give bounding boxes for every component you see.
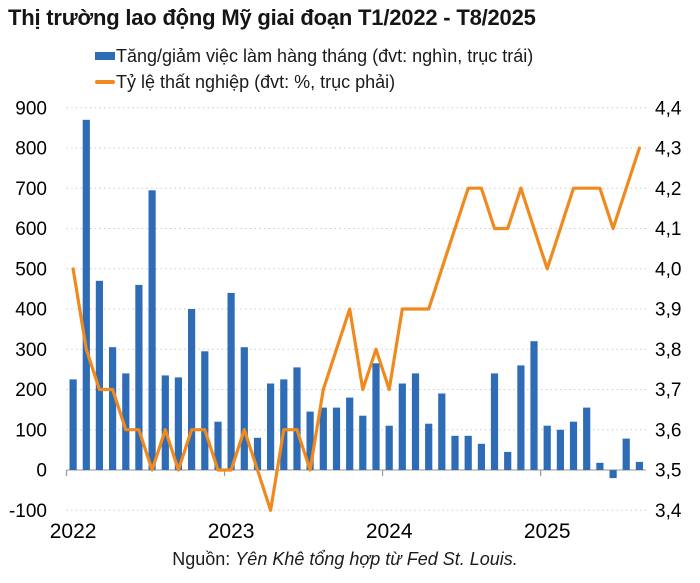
right-axis-tick-label: 4,1	[655, 219, 681, 240]
left-axis-tick-label: 200	[15, 380, 47, 401]
unemployment-rate-line	[71, 146, 642, 512]
left-axis-tick-label: 900	[15, 98, 47, 119]
year-tick-marks	[65, 470, 542, 476]
bar-T8/2024	[477, 443, 485, 470]
bar-T1/2023	[227, 292, 235, 470]
bar-T1/2025	[543, 425, 551, 470]
bar-T8/2025	[635, 461, 643, 470]
left-axis-labels: 900 800 700 600 500 400 300 200 100 0 -100	[9, 98, 47, 522]
right-axis-tick-label: 4,2	[655, 179, 681, 200]
bar-T9/2024	[490, 373, 499, 470]
bar-T9/2022	[174, 377, 182, 470]
bar-T6/2022	[135, 284, 143, 471]
bar-T6/2025	[609, 470, 617, 479]
bar-T3/2025	[569, 421, 578, 470]
line-series-marker-icon	[95, 80, 115, 84]
bar-T10/2024	[504, 451, 512, 470]
x-axis-year-label: 2022	[50, 520, 97, 543]
bar-T12/2024	[530, 341, 538, 470]
bar-T3/2023	[253, 437, 262, 470]
right-axis-tick-label: 3,8	[655, 340, 681, 361]
right-axis-tick-label: 3,4	[655, 501, 682, 522]
bar-T8/2022	[161, 375, 169, 470]
bar-T4/2023	[267, 383, 275, 470]
left-axis-tick-label: 0	[36, 461, 47, 482]
right-axis-labels: 4,4 4,3 4,2 4,1 4,0 3,9 3,8 3,7 3,6 3,5 3,4	[655, 98, 682, 522]
right-axis-tick-label: 4,3	[655, 139, 681, 160]
bar-T4/2025	[583, 407, 591, 470]
bar-T7/2023	[306, 411, 314, 470]
bar-T10/2023	[346, 397, 354, 471]
chart-title: Thị trường lao động Mỹ giai đoạn T1/2022…	[8, 5, 536, 30]
source-text: Yên Khê tổng hợp từ Fed St. Louis.	[235, 549, 518, 569]
legend-item-jobs: Tăng/giảm việc làm hàng tháng (đvt: nghì…	[95, 43, 533, 69]
bar-T12/2022	[214, 421, 222, 470]
x-axis-labels: 2022 2023 2024 2025	[50, 520, 571, 543]
bar-T6/2024	[451, 435, 459, 470]
bar-T3/2022	[95, 280, 103, 470]
right-axis-tick-label: 3,5	[655, 461, 681, 482]
bars-monthly-job-change	[69, 119, 643, 479]
right-axis-tick-label: 4,4	[655, 98, 682, 119]
bar-T7/2022	[148, 190, 156, 471]
bar-T8/2023	[319, 407, 327, 470]
bar-series-marker-icon	[95, 52, 115, 60]
bar-T5/2024	[438, 393, 446, 470]
bar-T11/2022	[201, 351, 209, 470]
bar-T7/2025	[622, 438, 630, 470]
right-axis-tick-label: 3,9	[655, 300, 681, 321]
bar-T2/2025	[556, 429, 564, 471]
left-axis-tick-label: 700	[15, 179, 47, 200]
bar-T4/2024	[425, 423, 433, 470]
bar-T2/2022	[82, 119, 90, 471]
bar-T3/2024	[411, 373, 420, 470]
x-axis-year-label: 2025	[524, 520, 571, 543]
bar-T6/2023	[293, 367, 301, 470]
bar-T4/2022	[109, 347, 117, 470]
bar-T2/2023	[240, 347, 248, 470]
bar-T1/2022	[69, 379, 77, 470]
bar-T2/2024	[398, 383, 406, 470]
right-axis-tick-label: 3,6	[655, 420, 681, 441]
bar-T9/2023	[332, 407, 341, 470]
bar-T11/2024	[517, 365, 525, 471]
x-axis-year-label: 2023	[208, 520, 255, 543]
left-axis-tick-label: 500	[15, 259, 47, 280]
bar-T12/2023	[372, 363, 380, 470]
bar-T5/2023	[280, 379, 288, 470]
left-axis-tick-label: 600	[15, 219, 47, 240]
bar-T10/2022	[188, 309, 196, 470]
bar-T5/2022	[122, 373, 130, 470]
legend-item-jobs-label: Tăng/giảm việc làm hàng tháng (đvt: nghì…	[116, 45, 534, 66]
legend: Tăng/giảm việc làm hàng tháng (đvt: nghì…	[95, 43, 533, 95]
left-axis-tick-label: 800	[15, 139, 47, 160]
source-prefix: Nguồn:	[172, 549, 231, 569]
left-axis-tick-label: 100	[15, 420, 47, 441]
bar-T7/2024	[464, 435, 472, 470]
bar-T5/2025	[596, 462, 604, 470]
left-axis-tick-label: 300	[15, 340, 47, 361]
legend-item-unemployment: Tỷ lệ thất nghiệp (đvt: %, trục phải)	[95, 69, 533, 95]
source-note: Nguồn: Yên Khê tổng hợp từ Fed St. Louis…	[0, 549, 700, 570]
bar-T11/2023	[359, 415, 367, 470]
legend-item-unemployment-label: Tỷ lệ thất nghiệp (đvt: %, trục phải)	[116, 71, 396, 92]
left-axis-tick-label: -100	[9, 501, 47, 522]
bar-T1/2024	[385, 425, 393, 470]
right-axis-tick-label: 3,7	[655, 380, 681, 401]
left-axis-tick-label: 400	[15, 300, 47, 321]
right-axis-tick-label: 4,0	[655, 259, 681, 280]
x-axis-year-label: 2024	[366, 520, 413, 543]
